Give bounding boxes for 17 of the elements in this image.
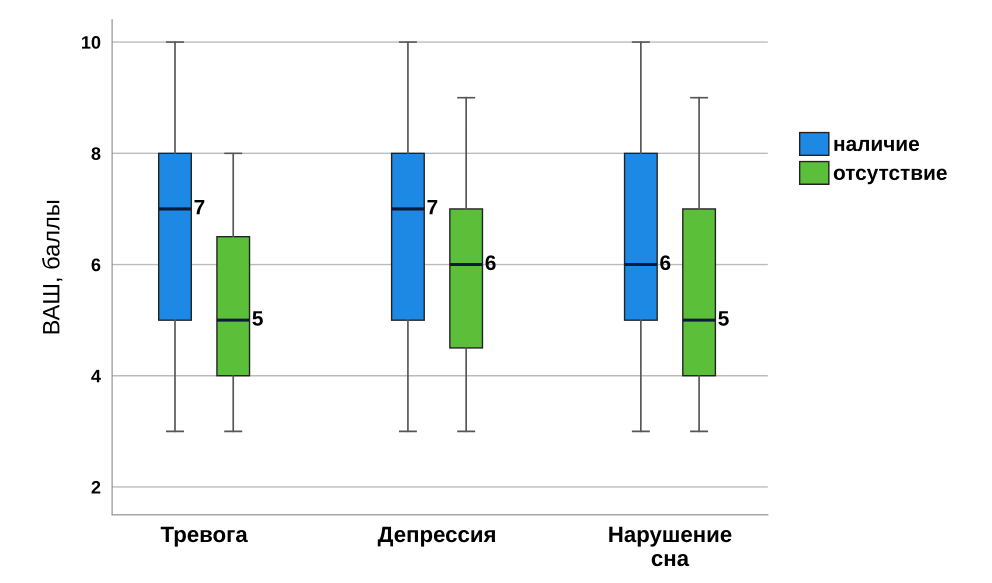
y-axis-title: ВАШ, баллы bbox=[42, 200, 62, 334]
y-tick-label: 8 bbox=[92, 147, 100, 160]
y-tick-label: 10 bbox=[82, 36, 100, 49]
text: 6 bbox=[486, 255, 496, 270]
x-tick-label: Нарушение сна bbox=[609, 526, 732, 566]
text: 7 bbox=[427, 200, 438, 214]
text: 6 bbox=[660, 255, 670, 270]
text: 5 bbox=[252, 311, 263, 326]
x-tick-label: Тревога bbox=[160, 526, 248, 547]
text: 5 bbox=[718, 311, 729, 326]
y-tick-label: 2 bbox=[92, 480, 100, 494]
legend-label: отсутствие bbox=[834, 168, 947, 184]
text: 7 bbox=[194, 200, 204, 214]
y-tick-label: 4 bbox=[91, 370, 101, 382]
x-tick-label: Депрессия bbox=[378, 526, 495, 547]
y-tick-label: 6 bbox=[92, 258, 100, 272]
legend-label: наличие bbox=[834, 140, 919, 152]
